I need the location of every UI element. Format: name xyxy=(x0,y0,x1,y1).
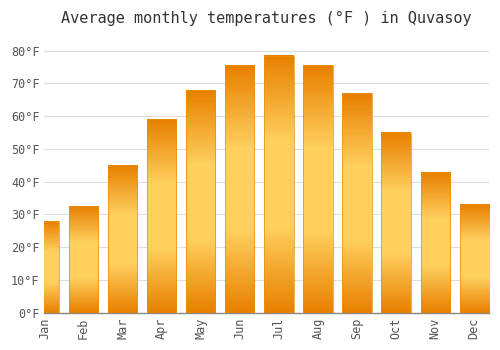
Bar xyxy=(342,93,372,313)
Bar xyxy=(225,65,254,313)
Bar xyxy=(225,65,254,313)
Bar xyxy=(420,172,450,313)
Bar xyxy=(460,204,489,313)
Bar xyxy=(264,56,294,313)
Bar xyxy=(304,65,332,313)
Bar xyxy=(186,90,216,313)
Bar xyxy=(108,165,138,313)
Bar xyxy=(69,206,98,313)
Bar xyxy=(108,165,138,313)
Bar xyxy=(342,93,372,313)
Bar xyxy=(420,172,450,313)
Bar xyxy=(69,206,98,313)
Bar xyxy=(147,119,176,313)
Title: Average monthly temperatures (°F ) in Quvasoy: Average monthly temperatures (°F ) in Qu… xyxy=(62,11,472,26)
Bar xyxy=(382,133,410,313)
Bar xyxy=(264,56,294,313)
Bar xyxy=(304,65,332,313)
Bar xyxy=(147,119,176,313)
Bar xyxy=(382,133,410,313)
Bar xyxy=(30,221,59,313)
Bar xyxy=(30,221,59,313)
Bar xyxy=(460,204,489,313)
Bar xyxy=(186,90,216,313)
